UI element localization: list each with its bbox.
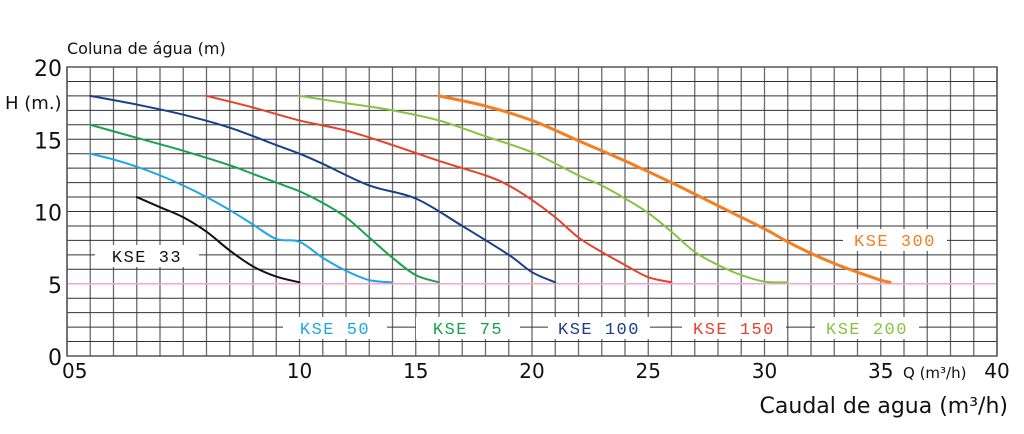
- chart-grid: [66, 66, 998, 357]
- pump-curves: [89, 94, 892, 284]
- x-axis-ticks: 05 10 15 20 25 30 35 40: [62, 359, 1010, 383]
- curve-kse-50: [89, 152, 394, 284]
- series-label-background: [815, 317, 919, 339]
- curve-kse-150: [205, 94, 673, 284]
- x-tick-label: 35: [868, 359, 893, 383]
- series-label-kse-75: KSE 75: [433, 321, 503, 340]
- series-label-kse-33: KSE 33: [112, 249, 182, 268]
- series-label-background: [283, 317, 387, 339]
- y-tick-label: 20: [34, 57, 62, 82]
- curve-kse-75: [89, 123, 440, 284]
- x-tick-label: 40: [984, 359, 1009, 383]
- y-axis-ticks: 0 5 10 15 20: [34, 57, 62, 371]
- y-tick-label: 0: [48, 346, 62, 371]
- x-tick-label: 15: [403, 359, 428, 383]
- curve-kse-33: [135, 196, 301, 284]
- curve-kse-200: [298, 94, 789, 284]
- y-tick-label: 10: [34, 202, 62, 227]
- x-tick-label: 30: [752, 359, 777, 383]
- x-tick-label: 20: [519, 359, 544, 383]
- series-label-kse-200: KSE 200: [826, 321, 908, 340]
- x-tick-label: 05: [62, 359, 87, 383]
- curve-kse-100: [89, 94, 557, 284]
- series-label-background: [548, 317, 650, 339]
- x-axis-title: Caudal de agua (m³/h): [760, 394, 1008, 419]
- series-label-background: [682, 317, 786, 339]
- series-label-background: [843, 229, 947, 251]
- x-tick-label: 10: [287, 359, 312, 383]
- series-label-background: [95, 245, 199, 267]
- series-label-kse-150: KSE 150: [693, 321, 775, 340]
- x-tick-label: 25: [636, 359, 661, 383]
- y-tick-label: 5: [48, 274, 62, 299]
- curve-kse-300: [437, 94, 892, 284]
- y-axis-label: H (m.): [5, 93, 62, 114]
- y-tick-label: 15: [34, 129, 62, 154]
- plot-frame: [66, 66, 998, 357]
- series-label-kse-50: KSE 50: [300, 321, 370, 340]
- series-label-kse-300: KSE 300: [854, 233, 936, 252]
- series-label-kse-100: KSE 100: [558, 321, 640, 340]
- x-unit-label: Q (m³/h): [903, 364, 966, 382]
- y-axis-top-title: Coluna de água (m): [67, 39, 226, 58]
- series-labels: KSE 33 KSE 50 KSE 75 KSE 100 KSE 150 KSE 200 K…: [95, 229, 947, 340]
- series-label-background: [416, 317, 520, 339]
